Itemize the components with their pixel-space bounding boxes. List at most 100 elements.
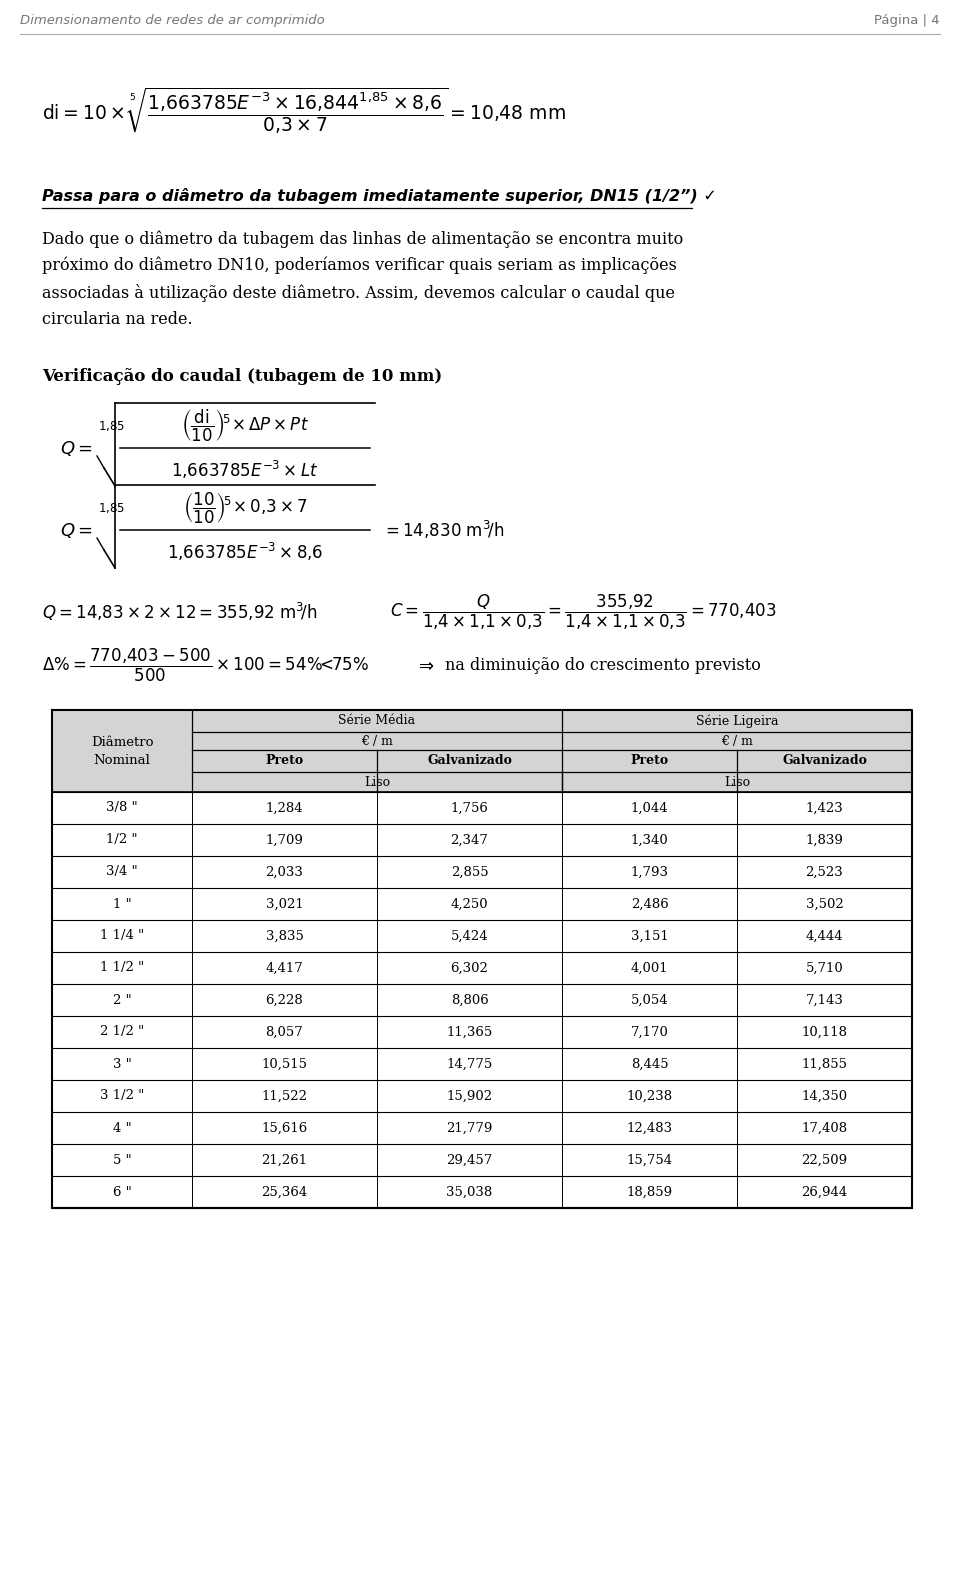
Text: 8,806: 8,806 [450,993,489,1007]
Text: 12,483: 12,483 [627,1121,673,1135]
Text: 10,515: 10,515 [261,1058,307,1070]
Text: 1 ": 1 " [112,898,132,911]
Text: 6,228: 6,228 [266,993,303,1007]
Text: $\left(\dfrac{10}{10}\right)^{\!5} \!\times 0{,}3 \times 7$: $\left(\dfrac{10}{10}\right)^{\!5} \!\ti… [182,490,307,525]
Text: 11,855: 11,855 [802,1058,848,1070]
Text: $1{,}85$: $1{,}85$ [98,419,125,433]
Text: 2,033: 2,033 [266,865,303,879]
Text: Série Ligeira: Série Ligeira [696,715,779,727]
Text: 15,754: 15,754 [627,1154,673,1167]
Text: 4,444: 4,444 [805,930,843,942]
Text: 18,859: 18,859 [627,1186,673,1198]
Text: 5,054: 5,054 [631,993,668,1007]
Text: 3 ": 3 " [112,1058,132,1070]
Text: 1,709: 1,709 [266,833,303,846]
Text: 4,250: 4,250 [450,898,489,911]
Text: Série Média: Série Média [339,715,416,727]
Text: $Q =$: $Q =$ [60,438,93,457]
Text: 11,365: 11,365 [446,1026,492,1039]
Text: $\Rightarrow$: $\Rightarrow$ [415,656,435,674]
Text: 3/8 ": 3/8 " [107,802,138,814]
Text: 1/2 ": 1/2 " [107,833,137,846]
Text: € / m: € / m [721,735,753,748]
Text: $C = \dfrac{Q}{1{,}4 \times 1{,}1 \times 0{,}3} = \dfrac{355{,}92}{1{,}4 \times : $C = \dfrac{Q}{1{,}4 \times 1{,}1 \times… [390,593,777,631]
Text: Passa para o diâmetro da tubagem imediatamente superior, DN15 (1/2”) ✓: Passa para o diâmetro da tubagem imediat… [42,188,717,204]
Text: 21,261: 21,261 [261,1154,307,1167]
Text: Página | 4: Página | 4 [875,14,940,27]
Text: 7,143: 7,143 [805,993,844,1007]
Text: 2,347: 2,347 [450,833,489,846]
Text: 1 1/4 ": 1 1/4 " [100,930,144,942]
Text: na diminuição do crescimento previsto: na diminuição do crescimento previsto [445,656,761,674]
Text: Preto: Preto [631,754,668,767]
Text: 3,021: 3,021 [266,898,303,911]
Text: 1,284: 1,284 [266,802,303,814]
Text: Dado que o diâmetro da tubagem das linhas de alimentação se encontra muito: Dado que o diâmetro da tubagem das linha… [42,229,684,248]
Text: 2,486: 2,486 [631,898,668,911]
Text: 15,616: 15,616 [261,1121,307,1135]
Text: circularia na rede.: circularia na rede. [42,311,193,327]
Text: 8,057: 8,057 [266,1026,303,1039]
Text: 17,408: 17,408 [802,1121,848,1135]
Text: $1{,}663785E^{-3} \times 8{,}6$: $1{,}663785E^{-3} \times 8{,}6$ [167,541,324,563]
Text: associadas à utilização deste diâmetro. Assim, devemos calcular o caudal que: associadas à utilização deste diâmetro. … [42,285,675,302]
Text: 4 ": 4 " [112,1121,132,1135]
Text: 29,457: 29,457 [446,1154,492,1167]
Text: $\mathrm{di} = 10 \times \sqrt[5]{\dfrac{1{,}663785E^{-3} \times 16{,}844^{1{,}8: $\mathrm{di} = 10 \times \sqrt[5]{\dfrac… [42,85,566,136]
Text: Liso: Liso [364,776,390,789]
Text: 11,522: 11,522 [261,1089,307,1102]
Text: € / m: € / m [361,735,393,748]
Text: 2 ": 2 " [112,993,132,1007]
Text: $\Delta\% = \dfrac{770{,}403 - 500}{500} \times 100 = 54\%\!\!<\!\!75\%$: $\Delta\% = \dfrac{770{,}403 - 500}{500}… [42,647,370,683]
Text: $1{,}663785E^{-3} \times Lt$: $1{,}663785E^{-3} \times Lt$ [171,458,319,481]
Text: $Q = 14{,}83 \times 2 \times 12 = 355{,}92\ \mathrm{m}^3\!/\mathrm{h}$: $Q = 14{,}83 \times 2 \times 12 = 355{,}… [42,601,318,623]
Text: Galvanizado: Galvanizado [427,754,512,767]
Text: 1,756: 1,756 [450,802,489,814]
Text: 3,151: 3,151 [631,930,668,942]
Text: $Q =$: $Q =$ [60,520,93,539]
Text: 3,835: 3,835 [266,930,303,942]
Text: 2,523: 2,523 [805,865,844,879]
Text: 14,350: 14,350 [802,1089,848,1102]
Text: 6 ": 6 " [112,1186,132,1198]
Text: 6,302: 6,302 [450,961,489,974]
Text: 1,793: 1,793 [631,865,668,879]
Text: 3 1/2 ": 3 1/2 " [100,1089,144,1102]
Text: 25,364: 25,364 [261,1186,307,1198]
Text: 15,902: 15,902 [446,1089,492,1102]
Text: Verificação do caudal (tubagem de 10 mm): Verificação do caudal (tubagem de 10 mm) [42,368,443,386]
Text: $1{,}85$: $1{,}85$ [98,501,125,515]
Text: 3/4 ": 3/4 " [107,865,138,879]
Text: 1,340: 1,340 [631,833,668,846]
Text: 35,038: 35,038 [446,1186,492,1198]
Text: Dimensionamento de redes de ar comprimido: Dimensionamento de redes de ar comprimid… [20,14,324,27]
Text: 1,044: 1,044 [631,802,668,814]
Text: 7,170: 7,170 [631,1026,668,1039]
Text: 2,855: 2,855 [450,865,489,879]
Text: 2 1/2 ": 2 1/2 " [100,1026,144,1039]
Text: 1,423: 1,423 [805,802,844,814]
Text: 26,944: 26,944 [802,1186,848,1198]
Text: 1 1/2 ": 1 1/2 " [100,961,144,974]
Text: 8,445: 8,445 [631,1058,668,1070]
Text: 21,779: 21,779 [446,1121,492,1135]
Text: $= 14{,}830\ \mathrm{m}^3\!/\mathrm{h}$: $= 14{,}830\ \mathrm{m}^3\!/\mathrm{h}$ [382,519,504,541]
Text: Preto: Preto [265,754,303,767]
Text: 1,839: 1,839 [805,833,844,846]
Text: 5 ": 5 " [112,1154,132,1167]
Text: 10,118: 10,118 [802,1026,848,1039]
Text: 10,238: 10,238 [627,1089,673,1102]
Text: Liso: Liso [724,776,750,789]
Text: 3,502: 3,502 [805,898,844,911]
Text: 22,509: 22,509 [802,1154,848,1167]
Text: Diâmetro
Nominal: Diâmetro Nominal [91,735,154,767]
Text: $\left(\dfrac{\mathrm{di}}{10}\right)^{\!5} \!\times \Delta P \times Pt$: $\left(\dfrac{\mathrm{di}}{10}\right)^{\… [181,408,309,444]
Text: Galvanizado: Galvanizado [782,754,867,767]
Bar [52,710,912,792]
Text: 4,417: 4,417 [266,961,303,974]
Text: 5,424: 5,424 [450,930,489,942]
Text: 4,001: 4,001 [631,961,668,974]
Text: 5,710: 5,710 [805,961,844,974]
Text: 14,775: 14,775 [446,1058,492,1070]
Text: próximo do diâmetro DN10, poderíamos verificar quais seriam as implicações: próximo do diâmetro DN10, poderíamos ver… [42,258,677,275]
